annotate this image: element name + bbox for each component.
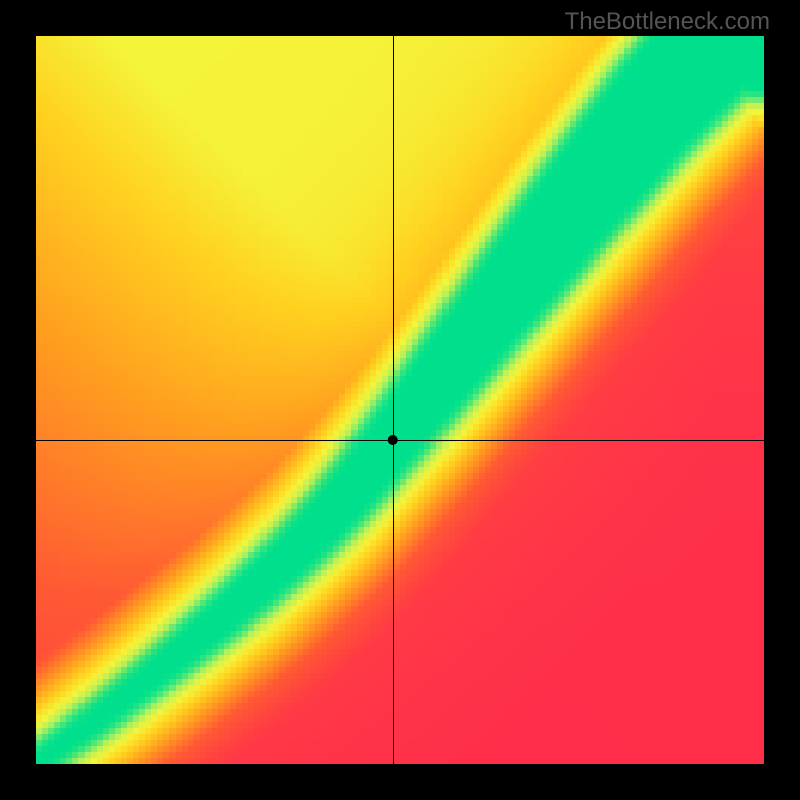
watermark-text: TheBottleneck.com bbox=[565, 8, 770, 36]
heatmap-canvas bbox=[36, 36, 764, 764]
chart-container: TheBottleneck.com bbox=[0, 0, 800, 800]
